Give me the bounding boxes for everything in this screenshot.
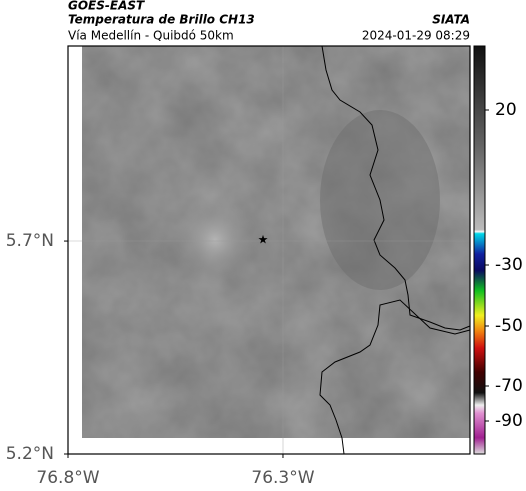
y-tick-label: 5.7°N [6,231,54,251]
satellite-image [82,46,470,438]
y-tick-label: 5.2°N [6,444,54,464]
subtitle: Temperatura de Brillo CH13 [68,13,255,27]
map-frame [67,45,471,455]
colorbar [473,45,486,455]
ticks: 76.8°W 76.3°W 5.7°N 5.2°N 20 -30 -50 -70 -90 [6,100,523,488]
colorbar-label: -50 [495,316,523,336]
datetime: 2024-01-29 08:29 [362,29,470,43]
location-star: ★ [258,233,269,247]
colorbar-label: 20 [495,100,517,120]
title: GOES-EAST [68,0,145,13]
colorbar-label: -70 [495,376,523,396]
colorbar-label: -30 [495,255,523,275]
x-tick-label: 76.3°W [251,468,314,488]
boundaries [319,45,471,455]
source: SIATA [432,13,470,27]
route: Vía Medellín - Quibdó 50km [68,29,234,43]
x-tick-label: 76.8°W [36,468,99,488]
colorbar-label: -90 [495,411,523,431]
